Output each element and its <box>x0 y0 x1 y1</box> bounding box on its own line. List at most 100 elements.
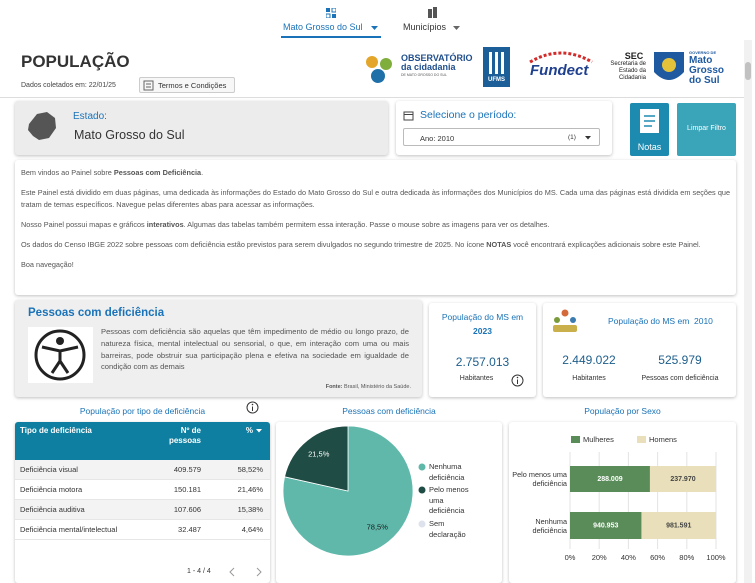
legend-label: Pelo menos uma deficiência <box>429 485 469 515</box>
column-header[interactable]: Nº de pessoas <box>168 426 201 445</box>
column-header[interactable]: % <box>245 426 253 435</box>
caret <box>585 136 591 140</box>
table-title: População por tipo de deficiência <box>79 406 206 416</box>
kpi-year: 2023 <box>473 326 492 336</box>
nav-tab[interactable]: Mato Grosso do Sul <box>283 22 363 32</box>
info-icon[interactable] <box>511 374 524 387</box>
x-tick-label: 0% <box>565 553 576 562</box>
legend-label: Nenhuma deficiência <box>429 462 465 482</box>
people-icon <box>553 309 577 332</box>
tab-underline <box>281 36 381 38</box>
chart-title: Pessoas com deficiência <box>342 406 436 416</box>
notes-icon <box>640 109 659 133</box>
paragraph: Este Painel está dividido em duas página… <box>21 187 730 210</box>
column-header: Tipo de deficiência <box>20 426 92 435</box>
nav-tab[interactable]: Municípios <box>403 22 447 32</box>
clear-button[interactable]: Limpar Filtro <box>677 103 736 156</box>
paragraph: Boa navegação! <box>21 259 730 271</box>
clear-label: Limpar Filtro <box>687 125 726 132</box>
collection-date: Dados coletados em: 22/01/25 <box>21 82 116 89</box>
period-card: Selecione o período: Ano: 2010 (1) <box>396 101 612 155</box>
text: Boa navegação! <box>21 259 74 269</box>
logo-mark <box>529 51 593 64</box>
logo-text: Estado da <box>618 68 646 74</box>
table-cell: 107.606 <box>173 505 201 514</box>
logo-text: Fundect <box>530 62 589 79</box>
y-tick-label: Nenhuma deficiência <box>532 516 567 535</box>
text: . Algumas das tabelas também permitem es… <box>183 219 550 229</box>
period-dropdown[interactable]: Ano: 2010 (1) <box>403 128 600 146</box>
definition-source: Fonte: Brasil, Ministério da Saúde. <box>215 384 411 390</box>
kpi-2023: População do MS em 2023 2.757.013 Habita… <box>429 303 536 397</box>
x-tick-label: 80% <box>679 553 694 562</box>
text: NOTAS <box>486 239 512 249</box>
text: Bem vindos ao Painel sobre <box>21 168 114 177</box>
logo-text: OBSERVATÓRIO <box>401 53 473 63</box>
x-tick-label: 20% <box>592 553 607 562</box>
kpi-label: Habitantes <box>572 375 606 382</box>
logo-text: da cidadania <box>401 62 456 72</box>
legend-swatch <box>418 486 426 494</box>
table-header: Tipo de deficiência Nº de pessoas % <box>15 422 270 460</box>
pager[interactable] <box>228 567 264 577</box>
terms-label: Termos e Condições <box>158 81 227 90</box>
legend-swatch <box>418 520 426 528</box>
logo-text: Secretaria de <box>610 61 646 67</box>
pie-svg: 78,5% 21,5% <box>282 425 426 557</box>
table-cell: Deficiência visual <box>20 465 78 474</box>
bar-segment <box>570 466 650 492</box>
y-tick-label: Pelo menos uma deficiência <box>512 470 567 488</box>
logo-text: GOVERNO DE <box>689 50 717 55</box>
bar-segment <box>641 512 716 539</box>
kpi-value: 2.449.022 <box>562 353 616 367</box>
legend-label: Sem declaração <box>429 519 466 539</box>
logo-mark <box>489 52 504 74</box>
text: interativos <box>146 219 184 229</box>
kpi-value: 525.979 <box>658 353 702 367</box>
table-cell: 58,52% <box>237 465 263 474</box>
table-cell: Deficiência mental/intelectual <box>20 525 118 534</box>
logo-crest <box>654 52 684 80</box>
x-tick-label: 40% <box>621 553 636 562</box>
calendar-icon <box>403 111 414 121</box>
state-label: Estado: <box>73 111 107 122</box>
definition-card: Pessoas com deficiência Pessoas com defi… <box>15 300 422 397</box>
paragraph: Bem vindos ao Painel sobre Pessoas com D… <box>21 167 730 179</box>
text: Este Painel está dividido em duas página… <box>21 188 730 209</box>
bar-segment <box>570 512 642 539</box>
table-row: Deficiência motora 150.181 21,46% <box>15 480 270 500</box>
caret <box>371 26 378 30</box>
kpi-value: 2.757.013 <box>455 355 510 369</box>
info-icon[interactable] <box>246 401 259 414</box>
text: Brasil, Ministério da Saúde. <box>342 384 411 390</box>
slice-label: 78,5% <box>367 523 389 532</box>
table-cell: 4,64% <box>241 525 263 534</box>
legend-label: Homens <box>649 435 677 444</box>
table-row: Deficiência mental/intelectual 32.487 4,64… <box>15 520 270 540</box>
text: Fonte: <box>325 384 343 390</box>
page-title: POPULAÇÃO <box>21 52 130 71</box>
bar-label: 237.970 <box>670 476 695 483</box>
bar-chart: 0% 20% 40% 60% 80% 100% Mulheres Homens 288.009 2… <box>509 422 736 583</box>
kpi-title: População do MS em 2010 <box>608 316 713 326</box>
text: você encontrará explicações adicionais s… <box>511 239 701 249</box>
text: Nosso Painel possui mapas e gráficos <box>21 219 147 229</box>
x-tick-label: 100% <box>706 553 726 562</box>
scroll-thumb[interactable] <box>745 62 751 80</box>
terms-button[interactable]: Termos e Condições <box>139 77 235 93</box>
paragraph: Nosso Painel possui mapas e gráficos int… <box>21 219 730 231</box>
table-row: Deficiência visual 409.579 58,52% <box>15 460 270 480</box>
logo-ufms: UFMS <box>483 47 510 87</box>
legend-label: Mulheres <box>583 435 614 444</box>
scrollbar[interactable] <box>744 40 752 583</box>
period-label: Selecione o período: <box>420 109 517 121</box>
logo-text: Mato <box>689 55 713 66</box>
legend-swatch <box>418 463 426 471</box>
welcome-text: Bem vindos ao Painel sobre Pessoas com D… <box>15 160 736 295</box>
kpi-label: Pessoas com deficiência <box>641 375 719 382</box>
table-cell: 409.579 <box>173 465 201 474</box>
bar-label: 981.591 <box>666 522 691 529</box>
notes-button[interactable]: Notas <box>630 103 669 156</box>
legend-swatch <box>637 436 646 443</box>
